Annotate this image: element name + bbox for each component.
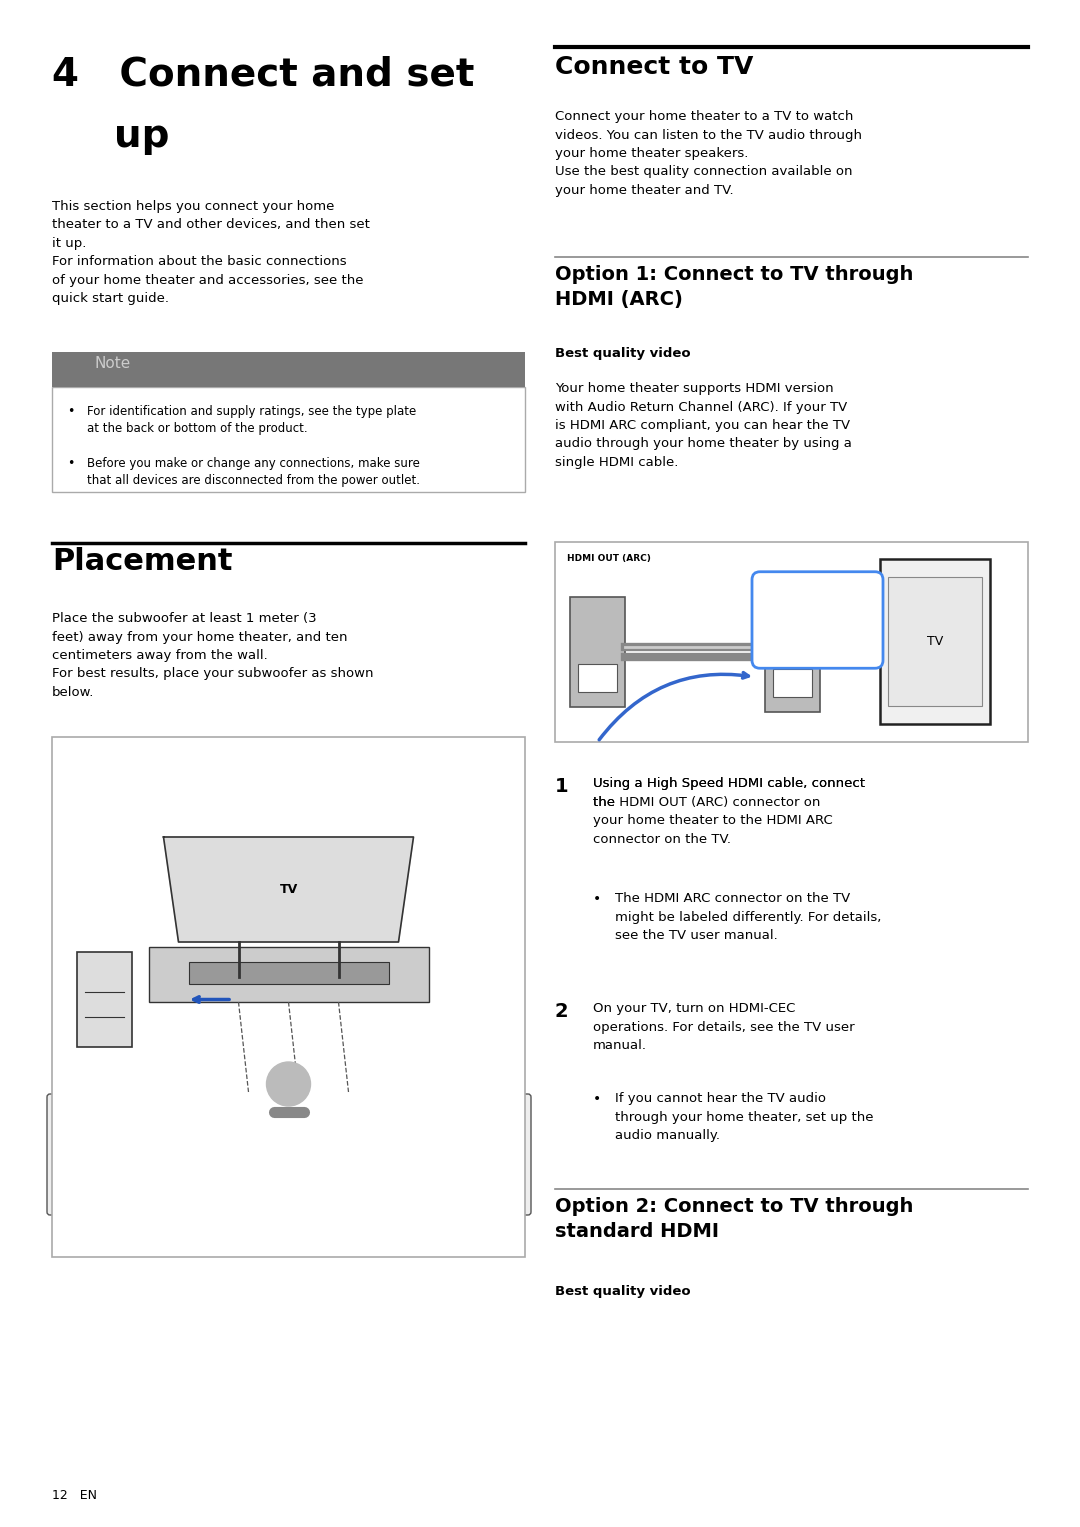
Text: Best quality video: Best quality video — [555, 347, 690, 360]
Text: Option 2: Connect to TV through
standard HDMI: Option 2: Connect to TV through standard… — [555, 1197, 914, 1241]
FancyBboxPatch shape — [752, 571, 883, 669]
Text: Using a High Speed HDMI cable, connect
the HDMI OUT (ARC) connector on
your home: Using a High Speed HDMI cable, connect t… — [593, 777, 865, 846]
Bar — [796, 585, 800, 597]
Text: On your TV, turn on HDMI-CEC
operations. For details, see the TV user
manual.: On your TV, turn on HDMI-CEC operations.… — [593, 1002, 854, 1052]
Text: Connect your home theater to a TV to watch
videos. You can listen to the TV audi: Connect your home theater to a TV to wat… — [555, 110, 862, 197]
Text: 1: 1 — [555, 777, 569, 796]
FancyBboxPatch shape — [65, 1092, 513, 1147]
Bar — [782, 585, 787, 597]
Bar — [880, 559, 990, 724]
FancyBboxPatch shape — [48, 1093, 78, 1215]
Text: Place the subwoofer at least 1 meter (3
feet) away from your home theater, and t: Place the subwoofer at least 1 meter (3 … — [52, 612, 374, 699]
Text: HDMI OUT (ARC): HDMI OUT (ARC) — [567, 554, 651, 563]
Text: This section helps you connect your home
theater to a TV and other devices, and : This section helps you connect your home… — [52, 200, 369, 305]
Bar — [607, 585, 612, 597]
FancyBboxPatch shape — [500, 1093, 531, 1215]
Text: TV: TV — [927, 635, 943, 647]
Bar — [769, 585, 774, 597]
Text: The HDMI ARC connector on the TV
might be labeled differently. For details,
see : The HDMI ARC connector on the TV might b… — [615, 892, 881, 942]
Circle shape — [267, 1061, 311, 1106]
Text: •: • — [593, 1092, 602, 1106]
Bar — [77, 951, 132, 1048]
Text: Best quality video: Best quality video — [555, 1286, 690, 1298]
Bar — [570, 597, 625, 707]
Text: Placement: Placement — [52, 547, 232, 576]
Text: up: up — [114, 118, 170, 156]
Text: 4   Connect and set: 4 Connect and set — [52, 55, 474, 93]
Text: Option 1: Connect to TV through
HDMI (ARC): Option 1: Connect to TV through HDMI (AR… — [555, 266, 914, 308]
Text: 2: 2 — [555, 1002, 569, 1022]
Text: Note: Note — [94, 356, 131, 371]
Bar — [888, 577, 982, 705]
Bar — [809, 585, 814, 597]
Text: 12   EN: 12 EN — [52, 1489, 97, 1503]
Bar — [189, 962, 389, 983]
Text: •: • — [593, 892, 602, 906]
Bar — [573, 585, 579, 597]
Text: Using a High Speed HDMI cable, connect
the: Using a High Speed HDMI cable, connect t… — [593, 777, 865, 808]
Polygon shape — [163, 837, 414, 942]
Bar — [600, 585, 606, 597]
Text: •: • — [67, 457, 75, 470]
FancyBboxPatch shape — [67, 1139, 511, 1225]
Bar — [773, 669, 812, 696]
Text: For identification and supply ratings, see the type plate
at the back or bottom : For identification and supply ratings, s… — [87, 405, 416, 435]
Bar — [615, 585, 619, 597]
Text: Before you make or change any connections, make sure
that all devices are discon: Before you make or change any connection… — [87, 457, 420, 487]
Bar — [52, 386, 525, 492]
Text: If you cannot hear the TV audio
through your home theater, set up the
audio manu: If you cannot hear the TV audio through … — [615, 1092, 874, 1142]
Bar — [789, 585, 794, 597]
Text: TV: TV — [280, 883, 298, 896]
Bar — [594, 585, 599, 597]
Bar — [52, 738, 525, 1257]
Bar — [149, 947, 429, 1002]
Text: Your home theater supports HDMI version
with Audio Return Channel (ARC). If your: Your home theater supports HDMI version … — [555, 382, 852, 469]
Text: HDMI
(ARC): HDMI (ARC) — [801, 594, 833, 617]
Bar — [52, 353, 525, 386]
Text: Connect to TV: Connect to TV — [555, 55, 754, 79]
Bar — [581, 585, 585, 597]
Bar — [765, 597, 820, 712]
Text: •: • — [67, 405, 75, 418]
Bar — [578, 664, 617, 692]
Bar — [775, 585, 781, 597]
Bar — [802, 585, 808, 597]
Bar — [555, 542, 1028, 742]
Bar — [588, 585, 593, 597]
